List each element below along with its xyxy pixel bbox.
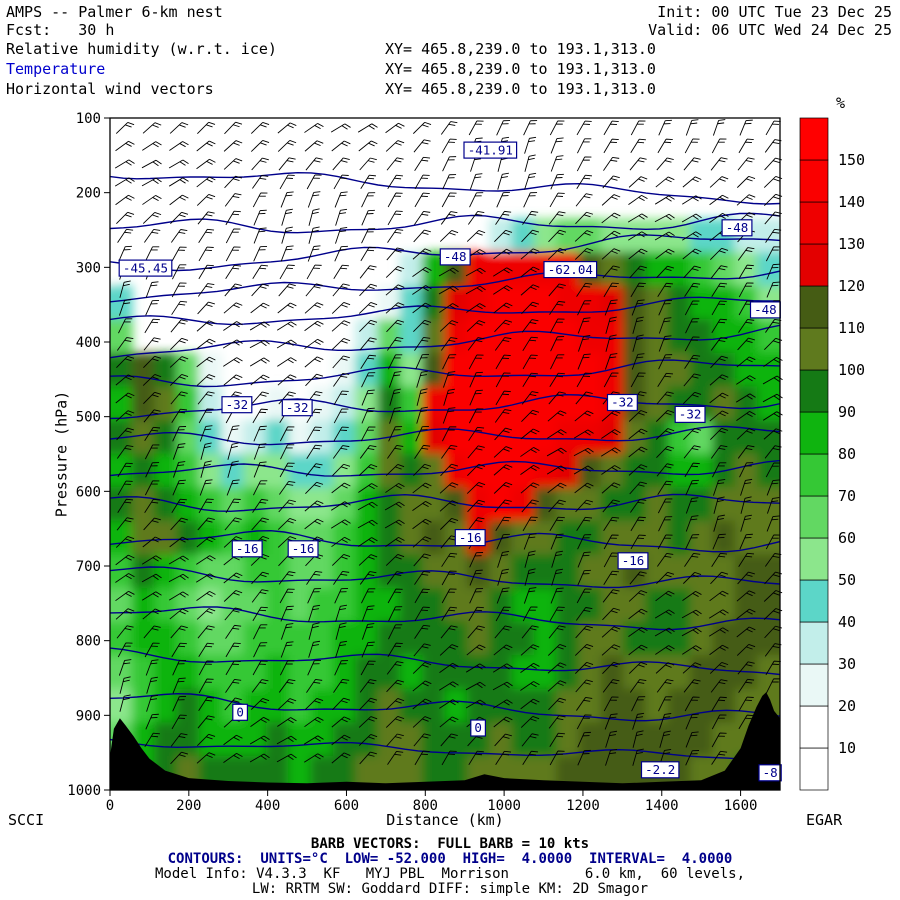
svg-text:-2.2: -2.2 xyxy=(645,762,675,777)
model-info-line1: Model Info: V4.3.3 KF MYJ PBL Morrison 6… xyxy=(154,866,745,882)
y-tick-label: 200 xyxy=(76,186,101,202)
svg-text:-8: -8 xyxy=(763,765,778,780)
colorbar-tick-label: 140 xyxy=(838,193,865,211)
colorbar-tick-label: 40 xyxy=(838,613,856,631)
barb-vectors-note: BARB VECTORS: FULL BARB = 10 kts xyxy=(310,836,590,852)
y-tick-label: 700 xyxy=(76,559,101,575)
contour-label-box xyxy=(281,399,313,417)
colorbar-tick-label: 90 xyxy=(838,403,856,421)
model-title: AMPS -- Palmer 6-km nest xyxy=(6,3,223,21)
x-tick-label: 1200 xyxy=(566,798,600,814)
contour-label-box xyxy=(232,703,249,721)
colorbar-tick-label: 10 xyxy=(838,739,856,757)
contour-labels: -41.91 -45.45 -48 -48 -48 -62.04 -32 -32 -32 -32 -… xyxy=(118,141,782,782)
contour-label-box xyxy=(606,393,638,412)
contour-label-box xyxy=(470,719,486,737)
contour-label-box xyxy=(118,259,173,277)
svg-text:0: 0 xyxy=(474,720,482,735)
svg-text:-16: -16 xyxy=(236,541,259,556)
contour-label-box xyxy=(758,764,782,782)
x-tick-label: 0 xyxy=(106,798,114,814)
valid-time: Valid: 06 UTC Wed 24 Dec 25 xyxy=(648,21,892,39)
contour-label-box xyxy=(231,540,263,558)
colorbar-tick-label: 20 xyxy=(838,697,856,715)
y-tick-label: 600 xyxy=(76,484,101,500)
svg-text:-41.91: -41.91 xyxy=(468,142,513,157)
field-xy-wind: XY= 465.8,239.0 to 193.1,313.0 xyxy=(385,80,656,98)
station-left-label: SCCI xyxy=(8,811,45,829)
field-xy-temperature: XY= 465.8,239.0 to 193.1,313.0 xyxy=(385,60,656,78)
svg-text:-16: -16 xyxy=(292,541,315,556)
svg-text:-16: -16 xyxy=(622,553,645,568)
field-label-wind: Horizontal wind vectors xyxy=(6,80,214,98)
colorbar-tick-label: 110 xyxy=(838,319,865,337)
terrain-profile xyxy=(110,692,780,790)
station-right-label: EGAR xyxy=(806,811,843,829)
axis-ticks: 0 200 400 600 800 1000 1200 1400 1600 100 200 300 40… xyxy=(67,111,757,814)
svg-text:-32: -32 xyxy=(286,400,309,415)
y-tick-label: 500 xyxy=(76,410,101,426)
model-info-line2: LW: RRTM SW: Goddard DIFF: simple KM: 2D… xyxy=(251,881,649,897)
contour-label-box xyxy=(454,528,486,547)
svg-text:-48: -48 xyxy=(754,302,777,317)
colorbar-tick-label: 150 xyxy=(838,151,865,169)
x-tick-label: 200 xyxy=(176,798,201,814)
field-xy-rh: XY= 465.8,239.0 to 193.1,313.0 xyxy=(385,40,656,58)
svg-text:-62.04: -62.04 xyxy=(548,262,593,277)
colorbar-tick-label: 50 xyxy=(838,571,856,589)
svg-text:-32: -32 xyxy=(679,407,702,422)
colorbar-tick-label: 100 xyxy=(838,361,865,379)
svg-text:-32: -32 xyxy=(611,395,634,410)
colorbar-tick-label: 30 xyxy=(838,655,856,673)
y-tick-label: 400 xyxy=(76,335,101,351)
svg-text:-45.45: -45.45 xyxy=(123,260,168,275)
contour-label-box xyxy=(640,761,680,779)
colorbar-tick-label: 60 xyxy=(838,529,856,547)
y-tick-label: 800 xyxy=(76,634,101,650)
contour-label-box xyxy=(674,405,706,423)
contour-label-box xyxy=(221,396,253,414)
x-tick-label: 1400 xyxy=(645,798,679,814)
colorbar xyxy=(799,117,829,791)
plot-frame xyxy=(109,117,781,791)
contours-note: CONTOURS: UNITS=°C LOW= -52.000 HIGH= 4.… xyxy=(167,851,733,867)
y-tick-label: 1000 xyxy=(67,783,101,799)
svg-text:-32: -32 xyxy=(226,397,249,412)
init-time: Init: 00 UTC Tue 23 Dec 25 xyxy=(657,3,892,21)
x-axis-title: Distance (km) xyxy=(386,811,504,829)
colorbar-tick-label: 70 xyxy=(838,487,856,505)
y-tick-label: 300 xyxy=(76,260,101,276)
svg-text:-16: -16 xyxy=(459,530,482,545)
colorbar-units-label: % xyxy=(836,94,845,112)
contour-label-box xyxy=(543,261,598,279)
svg-text:-48: -48 xyxy=(444,249,467,264)
colorbar-labels: 10 20 30 40 50 60 70 80 90 100 110 120 130 140 150% xyxy=(836,94,865,757)
x-tick-label: 600 xyxy=(334,798,359,814)
contour-label-box xyxy=(617,552,649,570)
colorbar-tick-label: 130 xyxy=(838,235,865,253)
x-tick-label: 400 xyxy=(255,798,280,814)
x-tick-label: 800 xyxy=(413,798,438,814)
contour-label-box xyxy=(439,248,471,266)
y-tick-label: 900 xyxy=(76,708,101,724)
x-tick-label: 1000 xyxy=(487,798,521,814)
contour-label-box xyxy=(463,141,518,159)
contour-label-box xyxy=(721,219,753,237)
x-tick-label: 1600 xyxy=(724,798,758,814)
colorbar-tick-label: 120 xyxy=(838,277,865,295)
field-label-rh: Relative humidity (w.r.t. ice) xyxy=(6,40,277,58)
forecast-hour: Fcst: 30 h xyxy=(6,21,115,39)
y-axis-title: Pressure (hPa) xyxy=(52,390,71,518)
svg-text:-48: -48 xyxy=(726,220,749,235)
contour-label-box xyxy=(287,540,319,558)
y-tick-label: 100 xyxy=(76,111,101,127)
colorbar-tick-label: 80 xyxy=(838,445,856,463)
field-label-temperature: Temperature xyxy=(6,60,106,78)
svg-text:0: 0 xyxy=(236,705,244,720)
